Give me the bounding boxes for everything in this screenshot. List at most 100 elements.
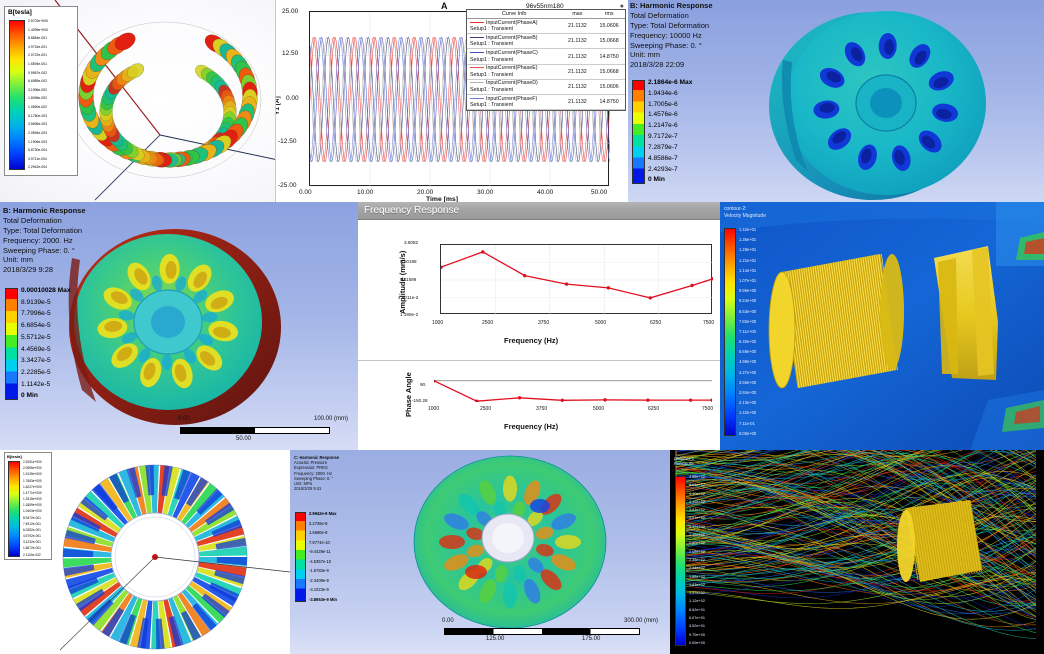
colorbar-label: 3.5696e-003 [28,122,48,127]
pha-xtick-3: 5000 [593,406,605,412]
colorbar-label: 3.42e+02 [689,524,705,529]
frequency-response-titlebar[interactable]: Frequency Response [358,202,720,220]
colorbar-label: 9.5967e-002 [28,70,48,75]
harmonic-10k-colorbar: 2.1864e-6 Max 1.9434e-6 1.7005e-6 1.4576e-6… [632,79,693,184]
current-ytick-1: 12.50 [282,50,299,57]
amp-xtick-2: 3750 [538,320,550,326]
colorbar-label: 1.1906e-003 [28,139,48,144]
curve-info-row: InputCurrent(PhaseD) Setup1 : Transient 21… [467,79,625,96]
panel-acoustic-pressure[interactable]: C: Harmonic Response Acoustic Pressure E… [290,450,670,654]
colorbar-label: 1.7683e+000 [23,478,42,483]
colorbar-label: 1.3315e+000 [23,497,42,502]
current-xtick-2: 20.00 [417,189,434,196]
curve-label: InputCurrent(PhaseA) [486,19,538,26]
colorbar-label: 8.9139e-5 [21,298,51,306]
particle-colorbar: 4.86e+02 4.05e+02 4.40e+02 4.15e+02 3.83e+02… [675,475,705,646]
flux2d-legend-box: B[tesla] 2.2051e+000 2.0595e+000 1.9139e+0… [4,452,52,560]
panel-harmonic-10000hz[interactable]: B: Harmonic Response Total Deformation T… [628,0,1044,203]
colorbar-label: 1.1859e+000 [23,503,42,508]
curve-max: 21.1132 [561,18,594,35]
curve-setup: Setup1 : Transient [470,102,513,109]
colorbar-label: -3.8653e-9 Min [309,596,337,602]
curve-info-legend[interactable]: Curve Info max rms InputCurrent(PhaseA) S… [466,9,626,112]
colorbar-label: 4.8586e-7 [648,154,678,162]
harmonic-10k-info-0: B: Harmonic Response [630,1,713,10]
acoustic-info-4: Sweeping Phase: 0. ° [294,475,334,481]
colorbar-label: 1.4095e+000 [28,27,48,32]
scalebar-bar [180,427,330,434]
amplitude-xaxis-label: Frequency (Hz) [504,336,559,345]
panel-current-transient[interactable]: A 96v55nm180 ● 25.00 12.50 0.00 -12.50 -… [275,0,628,205]
colorbar-label: 1.0403e+000 [23,509,42,514]
colorbar-label: 1.42e+01 [739,227,757,232]
colorbar-label: 9.7172e-7 [648,133,678,141]
panel-particle-tracks[interactable]: pathlines-1 Particle ID 4.86e+02 4.05e+02… [670,450,1044,654]
curve-info-table: Curve Info max rms InputCurrent(PhaseA) S… [467,10,625,111]
phase-yaxis-label: Phase Angle [404,372,413,417]
colorbar-label: 1.63e+02 [689,582,705,587]
panel-frequency-response[interactable]: Frequency Response 3.6082 0.50198 0.1159… [358,202,720,450]
curve-info-rows: InputCurrent(PhaseA) Setup1 : Transient 21… [467,18,625,111]
amplitude-plot-area[interactable] [440,244,713,315]
curve-name-cell: InputCurrent(PhaseE) Setup1 : Transient [467,64,562,80]
colorbar-label: 4.5792e-001 [23,534,41,539]
current-ytick-3: -12.50 [278,138,297,145]
magnetic-flux-legend-title: B[tesla] [8,9,32,16]
colorbar-labels: 4.86e+02 4.05e+02 4.40e+02 4.15e+02 3.83e+02… [689,475,705,646]
colorbar-label: 0 Min [648,176,665,184]
harmonic-2k-info-1: Total Deformation [3,215,62,225]
acoustic-info-2: Expression: PRES [294,465,328,471]
colorbar-label: 2.5702e+000 [28,19,48,23]
scalebar-tick-2: 175.00 [582,636,601,642]
harmonic-2k-info-0: B: Harmonic Response [3,206,86,215]
harmonic-2k-info-3: Frequency: 2000. Hz [3,235,73,245]
colorbar-label: 6.0352e-001 [23,527,41,532]
chart-pin-icon[interactable]: ● [619,3,624,10]
colorbar-strip [8,461,20,557]
current-xtick-0: 0.00 [299,189,312,196]
pha-xtick-2: 3750 [536,406,548,412]
curve-setup: Setup1 : Transient [470,56,513,63]
colorbar-label: 2.1124e-002 [23,552,41,557]
colorbar-label: 1.07e+01 [739,277,757,283]
scalebar-left-label: 0.00 [442,618,454,624]
curve-setup: Setup1 : Transient [470,71,513,78]
colorbar-label: 1.1142e-5 [21,380,51,388]
phase-plot-area[interactable] [434,380,712,402]
colorbar-label: 4.9716e-001 [28,44,48,49]
pha-xtick-5: 7500 [702,406,714,412]
cfd-info-1: Velocity Magnitude [724,212,766,219]
colorbar-label: 9.96e+00 [739,288,757,294]
amp-ytick-3: 4.6011e-2 [398,295,419,300]
panel-cfd-velocity[interactable]: contour-2: Velocity Magnitude 1.42e+01 1.… [720,202,1044,450]
amp-xtick-1: 2500 [482,320,494,326]
amp-ytick-1: 0.50198 [400,259,417,264]
colorbar-label: 1.14e+01 [739,267,757,273]
curve-label: InputCurrent(PhaseD) [486,80,538,87]
panel-flux-density-2d[interactable]: B[tesla] 2.2051e+000 2.0595e+000 1.9139e+0… [0,450,290,654]
amp-xtick-0: 1000 [432,320,444,326]
colorbar-label: 2.1864e-6 Max [648,79,693,86]
frequency-response-divider [358,360,720,361]
curve-info-row: InputCurrent(PhaseE) Setup1 : Transient 21… [467,64,625,80]
harmonic-2k-info-6: 2018/3/29 9:28 [3,265,54,275]
colorbar-label: 7.4912e-001 [23,521,41,526]
harmonic-10k-info-2: Type: Total Deformation [630,20,710,30]
harmonic-2k-render [68,229,281,425]
colorbar-strip [5,288,18,400]
colorbar-label: 0.00e+00 [689,640,705,645]
current-xtick-1: 10.00 [357,189,374,196]
harmonic-2k-colorbar: 0.00010028 Max 8.9139e-5 7.7996e-5 6.6854e-… [5,287,71,400]
scalebar-mid-label: 50.00 [236,436,252,442]
colorbar-labels: 2.2051e+000 2.0595e+000 1.9139e+000 1.7683e… [23,460,42,557]
harmonic-10k-render [769,11,986,200]
curve-info-row: InputCurrent(PhaseC) Setup1 : Transient 21… [467,48,625,65]
colorbar-label: 0.00010028 Max [21,287,71,294]
panel-magnetic-flux-3d[interactable]: B[tesla] 2.5702e+000 1.4095e+000 8.6854e-0… [0,0,278,202]
particle-info-0: pathlines-1 [674,456,695,461]
colorbar-label: 3.3427e-5 [21,357,51,365]
phase-ytick-1: -150.28 [412,398,428,403]
particle-info-1: Particle ID [674,461,693,467]
colorbar-strip [295,512,306,602]
panel-harmonic-2000hz[interactable]: B: Harmonic Response Total Deformation T… [0,202,358,450]
